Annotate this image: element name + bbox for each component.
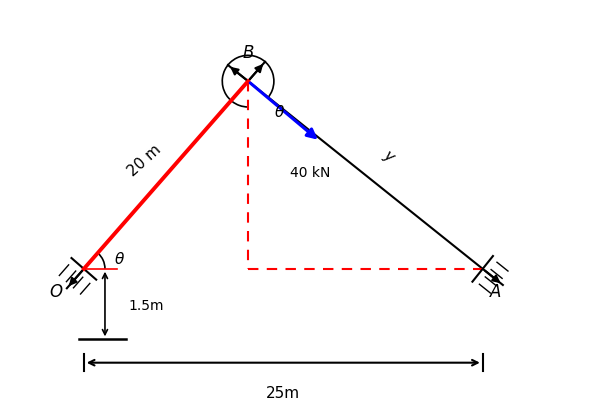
Text: y: y — [381, 148, 397, 165]
Text: A: A — [490, 283, 501, 301]
Text: 20 m: 20 m — [125, 142, 165, 180]
Text: 1.5m: 1.5m — [129, 299, 164, 313]
Text: 25m: 25m — [266, 386, 300, 401]
Text: 40 kN: 40 kN — [290, 166, 330, 180]
Text: $\theta$: $\theta$ — [274, 104, 285, 120]
Text: B: B — [242, 44, 254, 62]
Text: O: O — [50, 283, 63, 301]
Text: $\theta$: $\theta$ — [113, 251, 124, 266]
